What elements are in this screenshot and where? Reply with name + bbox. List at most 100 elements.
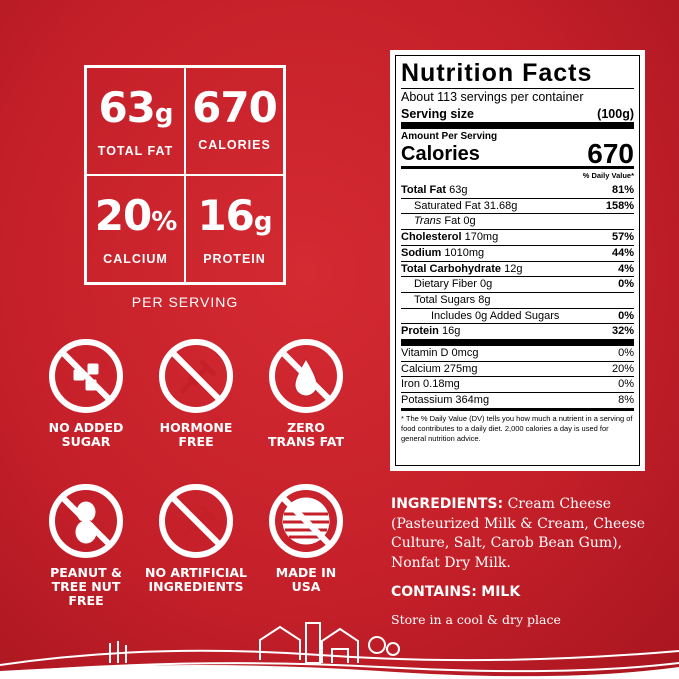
nutrient-name: Protein bbox=[401, 325, 439, 338]
badge-line: INGREDIENTS bbox=[148, 579, 244, 594]
badge-label: ZERO TRANS FAT bbox=[251, 421, 361, 449]
stat-label: CALCIUM bbox=[103, 252, 168, 266]
badge-line: TREE NUT bbox=[51, 579, 121, 594]
serving-size-label: Serving size bbox=[401, 107, 474, 121]
nutrient-row: Total Carbohydrate 12g 4% bbox=[401, 260, 634, 277]
nutrient-amount: 12g bbox=[504, 262, 523, 275]
ingredients-text: Cream Cheese (Pasteurized Milk & Cream, … bbox=[391, 496, 646, 571]
nutrient-row: Cholesterol 170mg 57% bbox=[401, 229, 634, 245]
badge-icon bbox=[49, 339, 123, 413]
nutrient: Total Sugars 8g bbox=[401, 293, 490, 308]
nutrient: Total Fat 63g bbox=[401, 183, 467, 198]
badge-label: NO ARTIFICIAL INGREDIENTS bbox=[141, 566, 251, 594]
nutrient-name: Saturated Fat bbox=[414, 199, 481, 212]
nutrient: Total Carbohydrate 12g bbox=[401, 262, 522, 277]
nutrient: Dietary Fiber 0g bbox=[401, 277, 492, 292]
nutrient-name: Sodium bbox=[401, 246, 442, 259]
stats-grid: 63g TOTAL FAT 670 CALORIES 20% CALCIUM 16g PROT… bbox=[84, 65, 286, 285]
nutrient-amount: 0mcg bbox=[451, 347, 479, 360]
nutrient-row: Saturated Fat 31.68g 158% bbox=[401, 197, 634, 214]
badge-line: USA bbox=[291, 579, 321, 594]
nutrient-rows: Total Fat 63g 81% Saturated Fat 31.68g 158%… bbox=[401, 183, 634, 339]
badge: MADE IN USA bbox=[251, 484, 361, 594]
badge-icon bbox=[269, 484, 343, 558]
stat-value: 16 bbox=[197, 191, 254, 240]
stat: 16g PROTEIN bbox=[185, 175, 284, 283]
nutrient: Trans Fat 0g bbox=[401, 214, 476, 229]
badge-line: TRANS FAT bbox=[268, 434, 344, 449]
nutrient-name: Fat bbox=[444, 215, 461, 228]
nutrient-amount: 364mg bbox=[455, 394, 490, 407]
nutrient-amount: 1010mg bbox=[444, 246, 485, 259]
nutrient-name: Total Fat bbox=[401, 184, 447, 196]
badge-line: PEANUT & bbox=[50, 565, 122, 580]
ingredients-label: INGREDIENTS: bbox=[391, 496, 504, 512]
nutrient: Saturated Fat 31.68g bbox=[401, 199, 517, 214]
dv-header: % Daily Value* bbox=[401, 166, 634, 183]
nutrient-name: Iron bbox=[401, 378, 420, 391]
nutrient-dv: 32% bbox=[611, 325, 634, 338]
nutrient: Calcium 275mg bbox=[401, 362, 477, 377]
nutrient-name: Vitamin D bbox=[401, 347, 449, 360]
servings: About 113 servings per container bbox=[401, 90, 584, 104]
nutrient-row: Includes 0g Added Sugars 0% bbox=[401, 307, 634, 324]
nutrient-amount: 0g bbox=[480, 278, 493, 291]
stat-number: 63g bbox=[87, 86, 184, 136]
nutrient-dv: 8% bbox=[618, 394, 634, 407]
vitamin-rows: Vitamin D 0mcg 0% Calcium 275mg 20% Iron 0.1… bbox=[401, 339, 634, 408]
badge: PEANUT & TREE NUT FREE bbox=[31, 484, 141, 608]
badge-label: PEANUT & TREE NUT FREE bbox=[31, 566, 141, 608]
nutrient-dv: 0% bbox=[618, 378, 634, 391]
stat-number: 16g bbox=[186, 194, 283, 244]
nutrient: Iron 0.18mg bbox=[401, 377, 460, 392]
calories-value: 670 bbox=[587, 138, 634, 169]
stat-label: PROTEIN bbox=[203, 252, 266, 266]
badge-icon bbox=[159, 339, 233, 413]
badge-icon bbox=[159, 484, 233, 558]
stat: 20% CALCIUM bbox=[86, 175, 185, 283]
badge-line: NO ARTIFICIAL bbox=[144, 565, 247, 580]
badge: NO ADDED SUGAR bbox=[31, 339, 141, 449]
nutrient-name: Calcium bbox=[401, 362, 441, 375]
nutrient-name: Potassium bbox=[401, 394, 453, 407]
nutrient-row: Trans Fat 0g bbox=[401, 213, 634, 229]
nutrient-row: Vitamin D 0mcg 0% bbox=[401, 346, 634, 361]
nutrient-dv: 44% bbox=[611, 246, 634, 259]
nutrient: Sodium 1010mg bbox=[401, 246, 484, 261]
calories-label: Calories bbox=[401, 143, 480, 165]
footnote: * The % Daily Value (DV) tells you how m… bbox=[401, 407, 634, 444]
stat-value: 20 bbox=[94, 191, 152, 240]
badge: HORMONE FREE bbox=[141, 339, 251, 449]
nutrient-italic: Trans bbox=[414, 215, 442, 228]
nutrient-dv: 0% bbox=[618, 347, 634, 360]
nutrient-dv: 0% bbox=[618, 278, 634, 291]
badge-label: HORMONE FREE bbox=[141, 421, 251, 449]
nutrient-row: Calcium 275mg 20% bbox=[401, 360, 634, 377]
amount-per-serving: Amount Per Serving bbox=[401, 122, 634, 142]
nutrient-amount: 0g bbox=[463, 215, 476, 228]
nutrient-amount: 8g bbox=[478, 293, 491, 306]
nutrient-dv: 20% bbox=[611, 362, 634, 375]
stat-label: TOTAL FAT bbox=[97, 144, 174, 158]
serving-size: Serving size (100g) bbox=[401, 106, 634, 122]
nutrient: Includes 0g Added Sugars bbox=[401, 309, 559, 324]
nutrient-dv: 81% bbox=[611, 184, 634, 196]
badge-line: MADE IN bbox=[275, 565, 337, 580]
nutrient-amount: 16g bbox=[441, 325, 461, 338]
stat-unit: g bbox=[253, 207, 273, 237]
nf-title: Nutrition Facts bbox=[401, 58, 634, 89]
stat-number: 670 bbox=[186, 86, 283, 130]
nutrient-dv: 57% bbox=[611, 231, 634, 244]
nutrient-row: Protein 16g 32% bbox=[401, 323, 634, 339]
nutrient-amount: 170mg bbox=[464, 231, 499, 244]
badge-line: ZERO bbox=[287, 420, 325, 435]
nutrient-dv: 4% bbox=[618, 262, 634, 275]
nutrient-name: Cholesterol bbox=[401, 231, 462, 244]
nutrient-row: Iron 0.18mg 0% bbox=[401, 376, 634, 392]
stat: 63g TOTAL FAT bbox=[86, 67, 185, 175]
nutrient-amount: 275mg bbox=[443, 362, 478, 375]
serving-size-value: (100g) bbox=[597, 107, 634, 121]
ingredients: INGREDIENTS: Cream Cheese (Pasteurized M… bbox=[391, 495, 661, 573]
nutrition-inner: Nutrition Facts About 113 servings per c… bbox=[395, 55, 640, 466]
